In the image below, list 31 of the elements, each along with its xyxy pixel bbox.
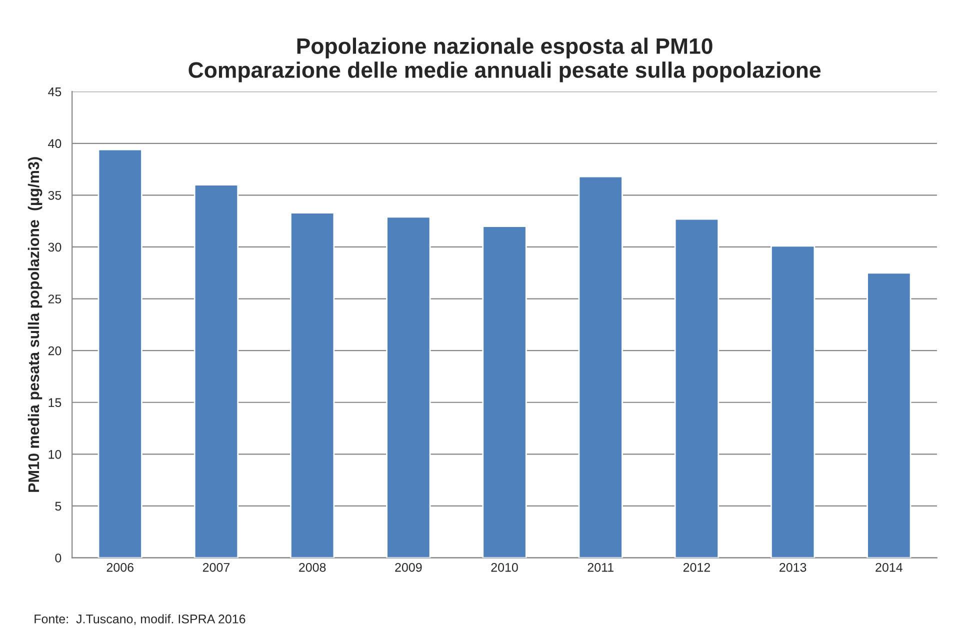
x-tick-label: 2010 <box>491 562 518 572</box>
y-tick-label: 45 <box>48 88 62 96</box>
bar <box>674 218 720 558</box>
x-tick-label: 2012 <box>683 562 710 572</box>
bar <box>194 184 239 558</box>
y-tick-label: 15 <box>48 398 62 408</box>
y-tick-label: 35 <box>48 190 62 200</box>
x-tick-label: 2007 <box>202 562 230 572</box>
x-tick-label: 2011 <box>588 562 614 572</box>
x-tick-label: 2013 <box>780 562 806 572</box>
y-tick-label: 25 <box>48 294 62 304</box>
y-tick-label: 0 <box>55 554 62 562</box>
y-tick-label: 20 <box>48 346 62 356</box>
bar <box>386 216 431 558</box>
source-note: Fonte: J.Tuscano, modif. ISPRA 2016 <box>34 614 246 625</box>
x-tick-label: 2014 <box>876 562 902 572</box>
bar <box>770 245 816 558</box>
x-tick-label: 2008 <box>299 562 326 572</box>
y-tick-label: 40 <box>48 139 62 148</box>
y-tick-label: 10 <box>48 450 62 459</box>
y-axis-title: PM10 media pesata sulla popolazione (µg/m3) <box>28 157 42 492</box>
chart-title: Popolazione nazionale esposta al PM10 Comparazione delle medie annuali pesate sulla popolazione <box>188 38 821 82</box>
bar <box>482 226 527 558</box>
bar <box>578 176 623 558</box>
y-tick-label: 5 <box>55 502 62 511</box>
bar <box>866 272 912 558</box>
bar <box>290 212 335 558</box>
bar <box>98 148 142 558</box>
x-tick-label: 2006 <box>106 562 134 572</box>
x-tick-label: 2009 <box>395 562 422 572</box>
y-tick-label: 30 <box>48 242 62 252</box>
